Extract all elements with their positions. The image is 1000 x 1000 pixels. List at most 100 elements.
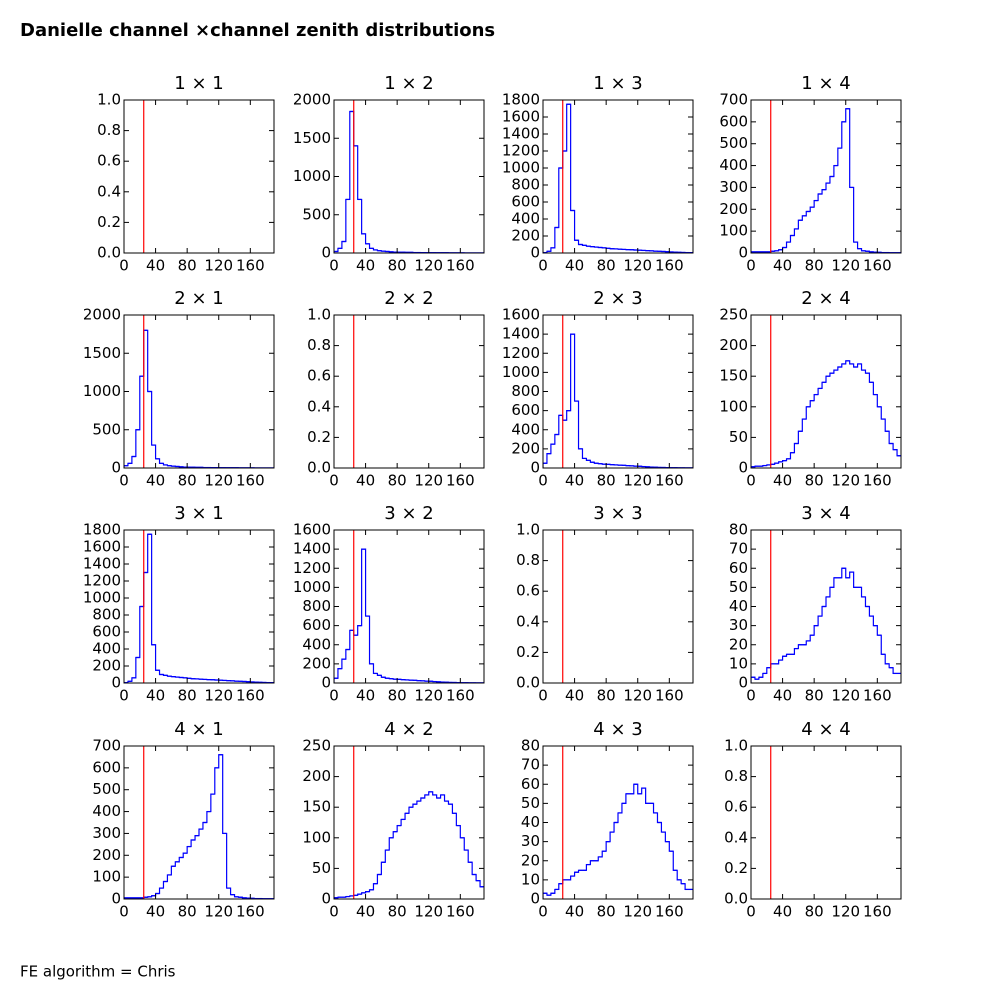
y-tick-label: 800 [511,176,540,194]
y-tick-label: 1000 [502,159,540,177]
y-tick-label: 1800 [83,521,121,539]
subplot: 3 × 3 0 40 80 120 160 0.0 0.2 0.4 0.6 0.8 1.0 [516,503,694,705]
x-tick-label: 160 [236,257,265,275]
y-tick-label: 40 [729,597,748,615]
y-tick-label: 0.8 [724,767,748,785]
x-tick-label: 40 [356,903,375,921]
x-tick-label: 120 [623,687,652,705]
y-tick-label: 0.2 [516,643,540,661]
y-tick-label: 200 [511,439,540,457]
y-tick-label: 0 [321,244,331,262]
axes-frame [123,99,275,254]
x-tick-label: 0 [538,472,548,490]
histogram-riser [124,754,274,899]
x-tick-label: 160 [446,257,475,275]
plot-area [334,746,484,899]
x-tick-label: 0 [329,903,339,921]
y-tick-label: 500 [302,205,331,223]
y-tick-label: 80 [729,521,748,539]
x-tick-label: 120 [623,903,652,921]
x-tick-label: 40 [773,687,792,705]
x-tick-label: 80 [805,687,824,705]
x-tick-label: 0 [329,472,339,490]
x-tick-label: 80 [597,472,616,490]
y-tick-label: 1.0 [97,91,121,109]
y-tick-label: 500 [92,420,121,438]
x-tick-label: 80 [597,257,616,275]
x-tick-label: 40 [773,903,792,921]
subplot: 3 × 10 40 80 120 160020040060080010001200140… [83,503,275,705]
x-tick-label: 0 [746,257,756,275]
y-tick-label: 10 [521,870,540,888]
y-tick-label: 600 [92,623,121,641]
subplot: 1 × 1 0 40 80 120 160 0.0 0.2 0.4 0.6 0.8 1.0 [97,73,275,275]
subplot-title: 4 × 4 [801,719,850,740]
histogram-riser [751,360,901,468]
x-tick-label: 120 [831,257,860,275]
y-tick-label: 0.6 [724,798,748,816]
y-tick-label: 1000 [293,578,331,596]
y-tick-label: 1200 [502,344,540,362]
y-tick-label: 1200 [502,142,540,160]
x-tick-label: 80 [388,903,407,921]
y-tick-label: 1600 [502,306,540,324]
x-tick-label: 160 [655,903,684,921]
x-tick-label: 80 [178,687,197,705]
x-tick-label: 0 [746,903,756,921]
y-tick-label: 0.0 [307,459,331,477]
y-tick-label: 250 [719,306,748,324]
y-tick-label: 1000 [293,167,331,185]
y-tick-label: 200 [92,846,121,864]
x-tick-label: 0 [119,687,129,705]
y-tick-label: 800 [92,606,121,624]
x-tick-label: 80 [805,903,824,921]
y-tick-label: 2000 [293,91,331,109]
x-tick-label: 80 [805,472,824,490]
x-tick-label: 120 [831,472,860,490]
x-tick-label: 80 [388,257,407,275]
subplot: 2 × 1 0 40 80 120 160 0 500 1000 1500 2000 [83,288,275,490]
y-tick-label: 700 [92,737,121,755]
x-tick-label: 120 [831,903,860,921]
y-tick-label: 600 [719,112,748,130]
x-tick-label: 80 [178,472,197,490]
subplot-title: 3 × 2 [384,503,433,524]
y-tick-label: 1.0 [516,521,540,539]
y-tick-label: 1500 [83,344,121,362]
y-tick-label: 700 [719,91,748,109]
plot-area [543,746,693,899]
y-tick-label: 1000 [83,589,121,607]
x-tick-label: 40 [146,687,165,705]
y-tick-label: 0.8 [307,336,331,354]
histogram-riser [751,567,901,683]
axes-frame [542,99,694,254]
y-tick-label: 10 [729,654,748,672]
figure-title: Danielle channel ×channel zenith distrib… [20,20,495,41]
y-tick-label: 0 [111,890,121,908]
x-tick-label: 160 [446,903,475,921]
y-tick-label: 40 [521,813,540,831]
x-tick-label: 80 [805,257,824,275]
subplot-title: 1 × 4 [801,73,850,94]
y-tick-label: 1600 [502,108,540,126]
y-tick-label: 200 [92,657,121,675]
x-tick-label: 40 [356,687,375,705]
y-tick-label: 1400 [502,325,540,343]
subplot-title: 4 × 3 [593,719,642,740]
x-tick-label: 40 [146,257,165,275]
subplot-title: 4 × 1 [174,719,223,740]
axes-frame [542,529,694,684]
axes-frame [123,529,275,684]
y-tick-label: 600 [511,401,540,419]
y-tick-label: 1400 [293,540,331,558]
x-tick-label: 40 [565,472,584,490]
plot-area [124,746,274,899]
subplot: 2 × 30 40 80 120 160020040060080010001200140… [502,288,694,490]
x-tick-label: 160 [863,903,892,921]
subplot: 3 × 20 40 80 120 160020040060080010001200140… [293,503,485,705]
subplot: 2 × 2 0 40 80 120 160 0.0 0.2 0.4 0.6 0.8 1.0 [307,288,485,490]
y-tick-label: 0 [530,459,540,477]
x-tick-label: 40 [146,903,165,921]
plot-area [751,530,901,683]
